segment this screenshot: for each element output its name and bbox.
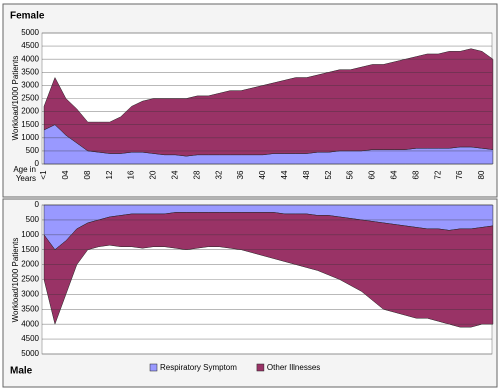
x-tick-label: 36 — [236, 170, 245, 179]
chart-title: Male — [10, 366, 33, 377]
legend-swatch — [149, 363, 158, 372]
y-axis-label: Workload/1000 Patients — [11, 238, 20, 323]
x-tick-label: 80 — [477, 170, 486, 179]
x-tick-label: 28 — [192, 170, 201, 179]
area — [43, 212, 494, 328]
x-tick-label: 52 — [324, 170, 333, 179]
x-tick-label: 24 — [171, 170, 180, 179]
x-tick-label: 72 — [433, 170, 442, 179]
x-tick-label: 64 — [390, 170, 399, 179]
x-tick-label: 76 — [455, 170, 464, 179]
y-tick-label: 1500 — [21, 120, 39, 129]
chart-title: Female — [10, 11, 45, 22]
y-tick-label: 5000 — [21, 28, 39, 37]
x-tick-label: 08 — [83, 170, 92, 179]
y-tick-label: 4000 — [21, 319, 39, 328]
x-tick-label: <1 — [39, 170, 48, 180]
y-tick-label: 500 — [26, 146, 40, 155]
x-tick-label: 20 — [149, 170, 158, 179]
x-tick-label: 48 — [302, 170, 311, 179]
y-tick-label: 3000 — [21, 290, 39, 299]
y-tick-label: 1000 — [21, 230, 39, 239]
x-tick-label: 56 — [346, 170, 355, 179]
x-tick-label: 68 — [411, 170, 420, 179]
y-axis-label: Workload/1000 Patients — [11, 56, 20, 141]
y-tick-label: 0 — [35, 159, 40, 168]
x-tick-label: 12 — [105, 170, 114, 179]
legend-label: Other Illnesses — [267, 363, 320, 372]
y-tick-label: 500 — [26, 215, 40, 224]
y-tick-label: 4000 — [21, 54, 39, 63]
y-tick-label: 2000 — [21, 260, 39, 269]
legend-label: Respiratory Symptom — [160, 363, 237, 372]
y-tick-label: 3500 — [21, 304, 39, 313]
y-tick-label: 1000 — [21, 133, 39, 142]
y-tick-label: 2500 — [21, 94, 39, 103]
area — [43, 48, 494, 157]
y-tick-label: 2500 — [21, 275, 39, 284]
x-tick-label: 44 — [280, 170, 289, 179]
x-tick-label: 60 — [368, 170, 377, 179]
y-tick-label: 4500 — [21, 41, 39, 50]
y-tick-label: 2000 — [21, 107, 39, 116]
x-tick-label: 04 — [61, 170, 70, 179]
legend-swatch — [256, 363, 265, 372]
x-axis-label-box: Age in Years — [13, 165, 36, 183]
x-tick-label: 16 — [127, 170, 136, 179]
y-tick-label: 1500 — [21, 245, 39, 254]
y-tick-label: 0 — [35, 200, 40, 209]
x-tick-label: 40 — [258, 170, 267, 179]
y-tick-label: 3500 — [21, 67, 39, 76]
x-tick-label: 32 — [214, 170, 223, 179]
y-tick-label: 4500 — [21, 334, 39, 343]
y-tick-label: 3000 — [21, 81, 39, 90]
x-axis-label: Age in Years — [13, 165, 36, 183]
y-tick-label: 5000 — [21, 349, 39, 358]
